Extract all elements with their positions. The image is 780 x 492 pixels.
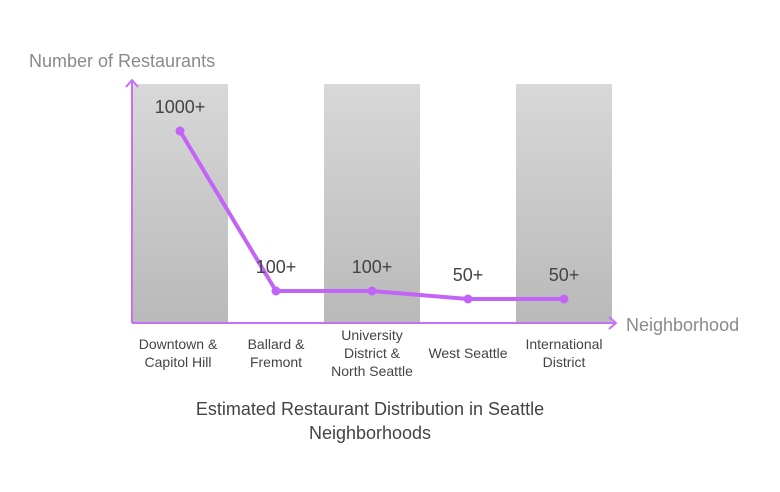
x-tick-label: North Seattle — [331, 363, 413, 379]
data-point — [367, 286, 377, 296]
series-line — [175, 126, 569, 304]
x-tick-label: University — [341, 327, 402, 343]
data-label: 1000+ — [155, 97, 206, 117]
x-tick-label: Downtown & — [139, 336, 218, 352]
data-point — [463, 294, 473, 304]
x-tick-label: District — [543, 354, 586, 370]
background-band — [132, 84, 228, 323]
y-axis-title: Number of Restaurants — [29, 51, 215, 71]
data-label: 100+ — [352, 257, 393, 277]
data-label: 50+ — [453, 265, 484, 285]
x-axis-title: Neighborhood — [626, 315, 739, 335]
data-point — [175, 126, 185, 136]
y-axis-arrow — [125, 79, 139, 88]
x-axis-arrow — [608, 316, 617, 330]
data-label: 50+ — [549, 265, 580, 285]
chart-title-line-2: Neighborhoods — [309, 423, 431, 443]
x-tick-label: West Seattle — [428, 345, 507, 361]
background-bands — [132, 84, 612, 323]
data-point — [559, 294, 569, 304]
chart-title-line-1: Estimated Restaurant Distribution in Sea… — [196, 399, 544, 419]
x-tick-label: Ballard & — [248, 336, 305, 352]
data-label: 100+ — [256, 257, 297, 277]
data-point — [271, 286, 281, 296]
x-tick-label: Fremont — [250, 354, 302, 370]
x-tick-label: International — [525, 336, 602, 352]
background-band — [324, 84, 420, 323]
background-band — [516, 84, 612, 323]
x-tick-label: District & — [344, 345, 401, 361]
category-labels: Downtown & Capitol Hill Ballard & Fremont Un… — [139, 327, 603, 379]
value-labels: 1000+ 100+ 100+ 50+ 50+ — [155, 97, 580, 285]
axes — [125, 79, 617, 330]
x-tick-label: Capitol Hill — [145, 354, 212, 370]
